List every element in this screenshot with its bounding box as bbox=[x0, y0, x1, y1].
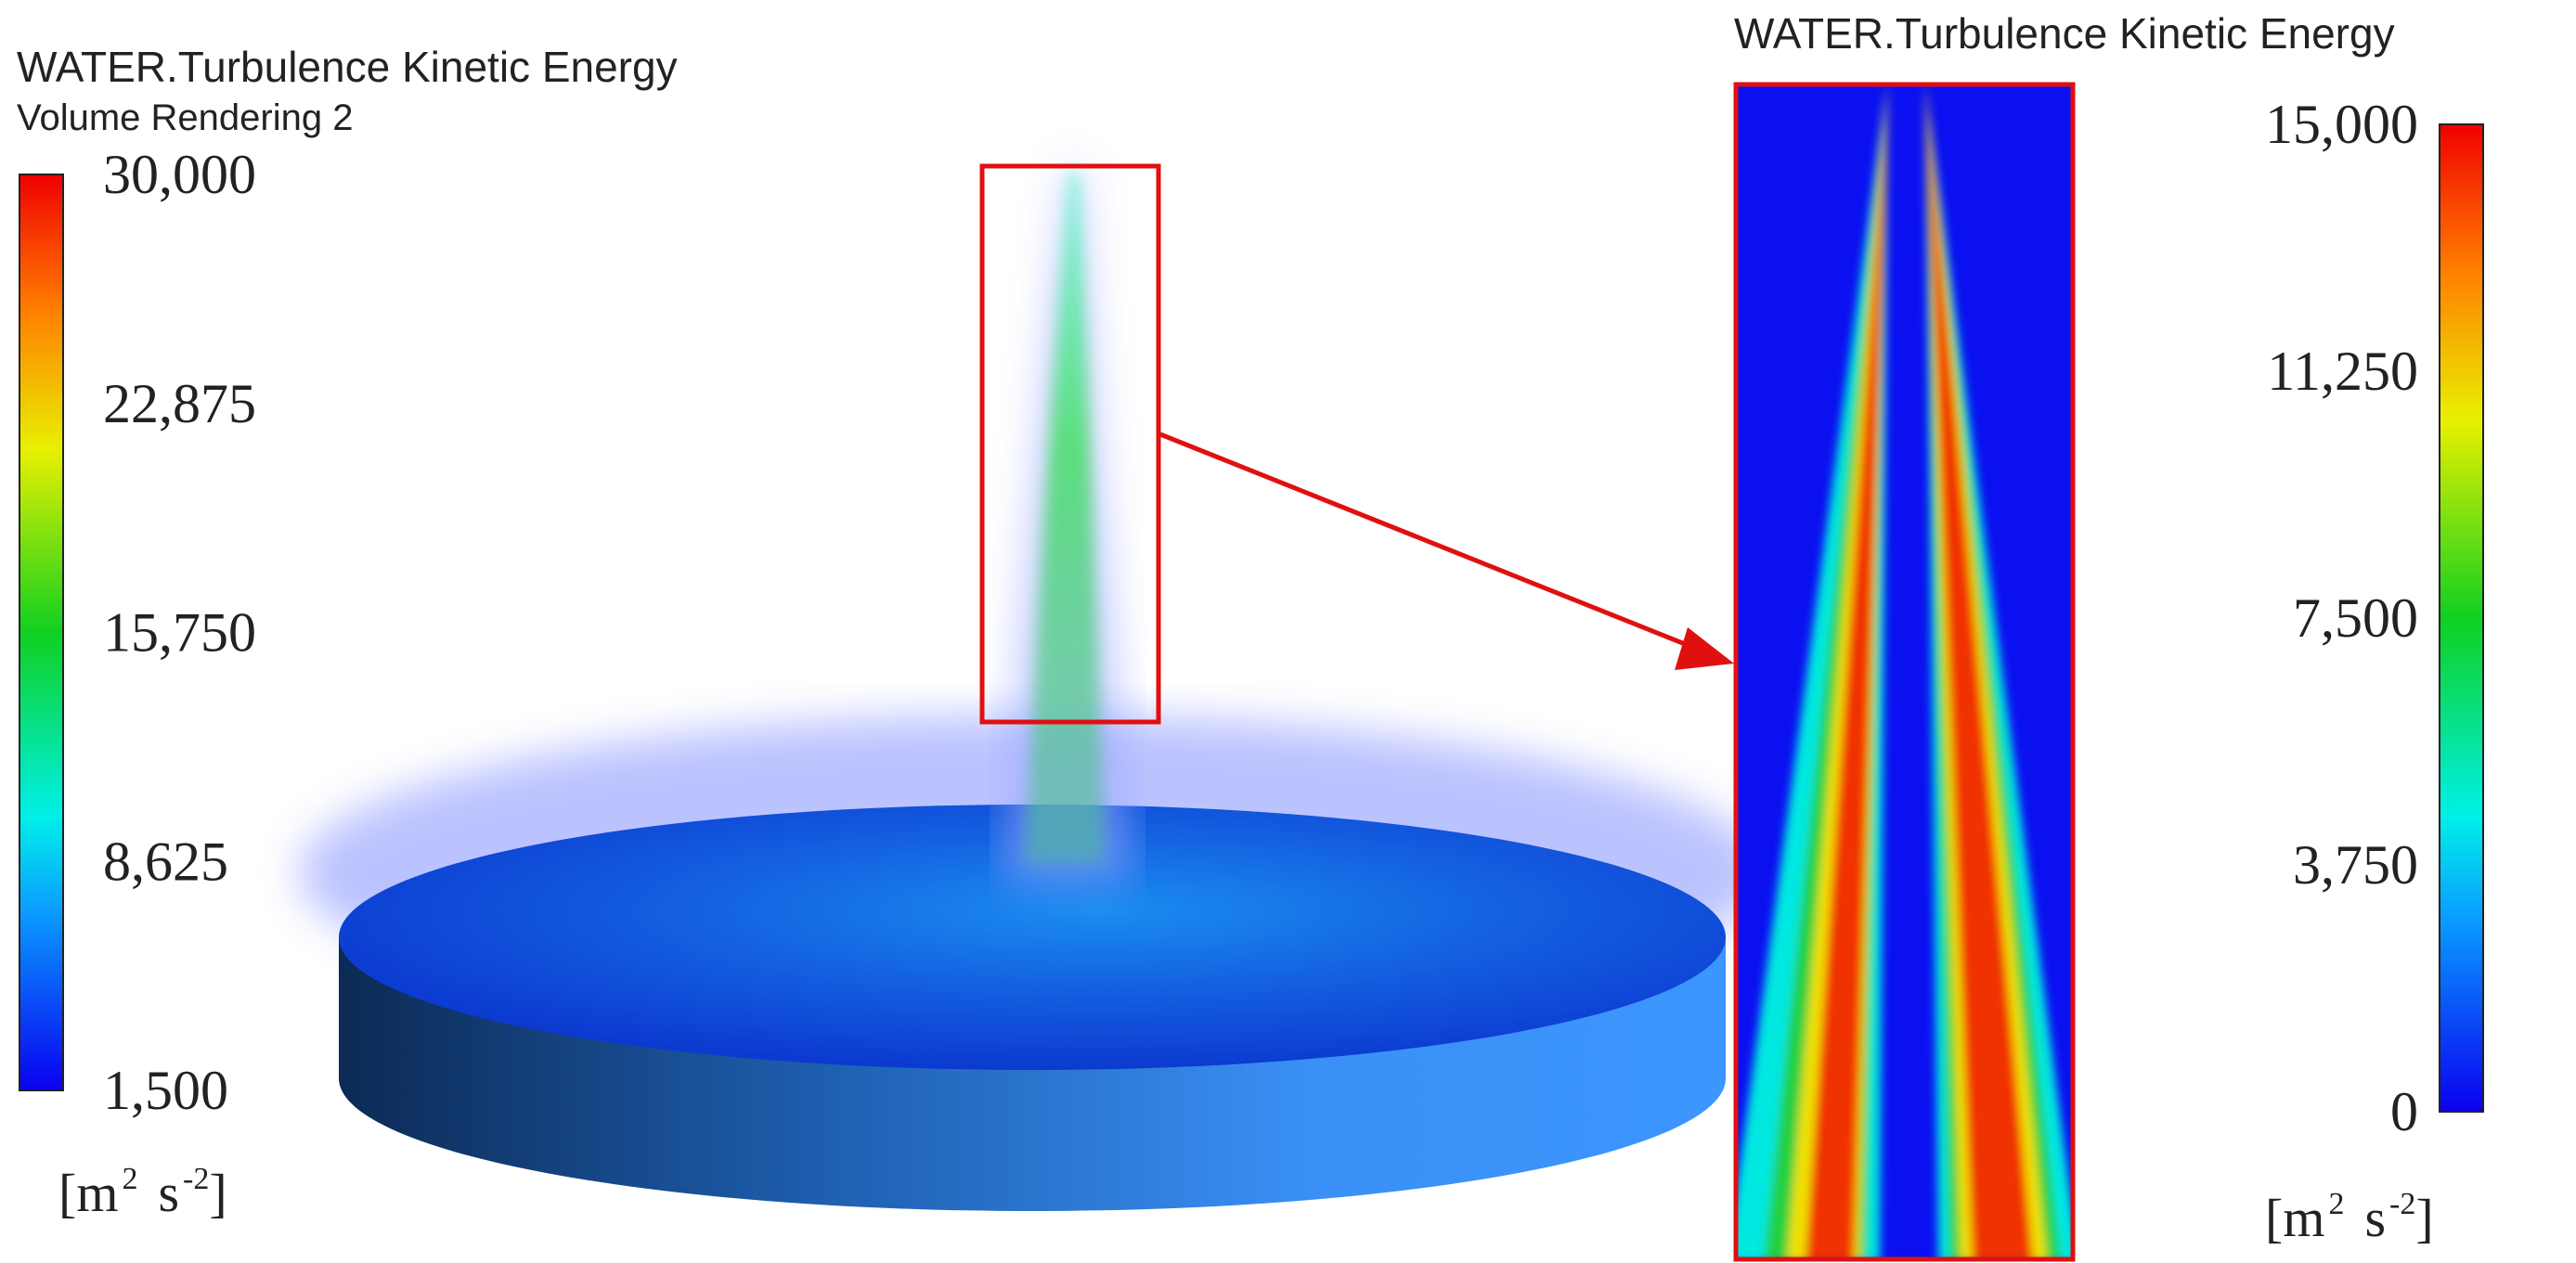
left-colorbar bbox=[19, 174, 64, 1091]
tick-label: 7,500 bbox=[2293, 587, 2418, 649]
unit-text: s bbox=[158, 1163, 179, 1223]
unit-text: ] bbox=[2415, 1188, 2433, 1248]
contour-border bbox=[1733, 82, 2076, 1262]
tick-label: 30,000 bbox=[103, 144, 256, 205]
disk-top bbox=[339, 805, 1726, 1070]
arrow-head bbox=[1675, 627, 1734, 670]
jet bbox=[1026, 172, 1105, 863]
unit-text: [m bbox=[58, 1163, 118, 1223]
zoom-box bbox=[979, 163, 1161, 725]
unit-text: s bbox=[2364, 1188, 2386, 1248]
unit-exponent: -2 bbox=[2389, 1187, 2415, 1221]
right-colorbar bbox=[2439, 123, 2484, 1113]
unit-text: [m bbox=[2265, 1188, 2324, 1248]
right-title: WATER.Turbulence Kinetic Energy bbox=[1734, 9, 2395, 58]
unit-label: [m 2 s -2] bbox=[2265, 1187, 2434, 1248]
unit-text: ] bbox=[209, 1163, 227, 1223]
left-subtitle: Volume Rendering 2 bbox=[17, 97, 353, 138]
unit-exponent: 2 bbox=[2328, 1187, 2344, 1221]
tick-label: 8,625 bbox=[103, 831, 228, 892]
tick-label: 1,500 bbox=[103, 1060, 228, 1121]
tick-label: 15,750 bbox=[103, 602, 256, 664]
contour-bands bbox=[1736, 84, 2073, 1259]
unit-label: [m 2 s -2] bbox=[58, 1162, 227, 1223]
unit-exponent: 2 bbox=[122, 1162, 137, 1196]
tick-label: 0 bbox=[2390, 1081, 2418, 1142]
tick-label: 3,750 bbox=[2293, 834, 2418, 896]
tick-label: 11,250 bbox=[2267, 341, 2418, 402]
arrow-line bbox=[1159, 432, 1700, 652]
tick-label: 22,875 bbox=[103, 373, 256, 434]
left-title: WATER.Turbulence Kinetic Energy bbox=[17, 43, 678, 91]
tick-label: 15,000 bbox=[2265, 94, 2418, 155]
unit-exponent: -2 bbox=[183, 1162, 209, 1196]
